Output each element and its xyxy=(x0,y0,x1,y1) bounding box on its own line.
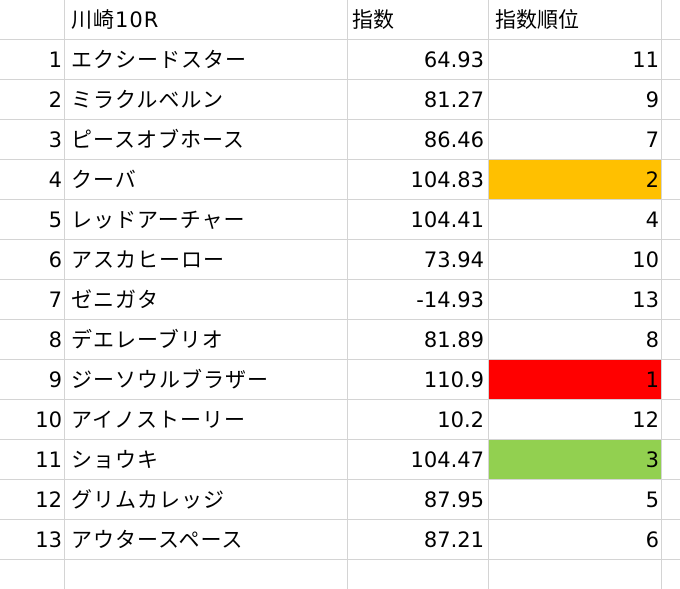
empty-cell[interactable] xyxy=(662,360,680,399)
horse-name-cell[interactable]: グリムカレッジ xyxy=(71,488,225,512)
table-row: 12 グリムカレッジ 87.95 5 xyxy=(0,480,680,520)
row-number-cell[interactable]: 3 xyxy=(48,128,62,152)
horse-name-cell[interactable]: ピースオブホース xyxy=(71,128,245,152)
horse-name-cell[interactable]: クーバ xyxy=(71,168,137,192)
index-rank-cell[interactable]: 6 xyxy=(645,528,659,552)
empty-cell[interactable] xyxy=(489,560,661,589)
row-number-cell[interactable]: 6 xyxy=(48,248,62,272)
table-row: 9 ジーソウルブラザー 110.9 1 xyxy=(0,360,680,400)
horse-name-cell[interactable]: アスカヒーロー xyxy=(71,248,225,272)
horse-name-cell[interactable]: ゼニガタ xyxy=(71,288,159,312)
index-value-cell[interactable]: 64.93 xyxy=(423,48,484,72)
empty-cell[interactable] xyxy=(662,240,680,279)
row-number-cell[interactable]: 1 xyxy=(48,48,62,72)
empty-cell[interactable] xyxy=(662,160,680,199)
empty-cell[interactable] xyxy=(662,400,680,439)
empty-cell[interactable] xyxy=(662,520,680,559)
table-row: 2 ミラクルベルン 81.27 9 xyxy=(0,80,680,120)
header-row: 川崎10R 指数 指数順位 xyxy=(0,0,680,40)
index-value-cell[interactable]: 10.2 xyxy=(437,408,484,432)
index-rank-cell[interactable]: 5 xyxy=(645,488,659,512)
index-rank-cell[interactable]: 3 xyxy=(489,440,661,479)
empty-cell[interactable] xyxy=(662,200,680,239)
column-divider xyxy=(488,0,489,589)
index-rank-cell[interactable]: 12 xyxy=(632,408,659,432)
empty-cell[interactable] xyxy=(662,280,680,319)
header-race-cell[interactable]: 川崎10R xyxy=(71,8,160,32)
column-divider xyxy=(347,0,348,589)
row-number-cell[interactable]: 12 xyxy=(35,488,62,512)
horse-name-cell[interactable]: アイノストーリー xyxy=(71,408,246,432)
header-rank-cell[interactable]: 指数順位 xyxy=(495,8,579,32)
empty-cell[interactable] xyxy=(662,320,680,359)
table-row: 7 ゼニガタ -14.93 13 xyxy=(0,280,680,320)
horse-name-cell[interactable]: デエレーブリオ xyxy=(71,328,224,352)
empty-cell[interactable] xyxy=(662,480,680,519)
empty-cell[interactable] xyxy=(662,80,680,119)
horse-name-cell[interactable]: ミラクルベルン xyxy=(71,88,224,112)
table-row: 4 クーバ 104.83 2 xyxy=(0,160,680,200)
index-rank-cell[interactable]: 4 xyxy=(645,208,659,232)
index-value-cell[interactable]: 81.89 xyxy=(423,328,484,352)
empty-cell[interactable] xyxy=(348,560,488,589)
index-value-cell[interactable]: 87.95 xyxy=(423,488,484,512)
row-number-cell[interactable]: 4 xyxy=(48,168,62,192)
index-rank-cell[interactable]: 2 xyxy=(489,160,661,199)
index-value-cell[interactable]: 104.83 xyxy=(410,168,484,192)
empty-cell[interactable] xyxy=(662,120,680,159)
index-rank-cell[interactable]: 1 xyxy=(489,360,661,399)
index-value-cell[interactable]: -14.93 xyxy=(416,288,484,312)
index-value-cell[interactable]: 104.47 xyxy=(410,448,484,472)
row-number-cell[interactable]: 5 xyxy=(48,208,62,232)
index-value-cell[interactable]: 73.94 xyxy=(423,248,484,272)
row-number-cell[interactable]: 10 xyxy=(35,408,62,432)
row-number-cell[interactable]: 2 xyxy=(48,88,62,112)
table-row: 5 レッドアーチャー 104.41 4 xyxy=(0,200,680,240)
index-value-cell[interactable]: 86.46 xyxy=(423,128,484,152)
column-divider xyxy=(661,0,662,589)
row-number-cell[interactable]: 7 xyxy=(48,288,62,312)
table-row: 13 アウタースペース 87.21 6 xyxy=(0,520,680,560)
index-rank-cell[interactable]: 13 xyxy=(632,288,659,312)
horse-name-cell[interactable]: アウタースペース xyxy=(71,528,244,552)
index-rank-cell[interactable]: 9 xyxy=(645,88,659,112)
index-rank-cell[interactable]: 8 xyxy=(645,328,659,352)
index-rank-cell[interactable]: 7 xyxy=(645,128,659,152)
table-row: 8 デエレーブリオ 81.89 8 xyxy=(0,320,680,360)
table-row: 11 ショウキ 104.47 3 xyxy=(0,440,680,480)
horse-name-cell[interactable]: ジーソウルブラザー xyxy=(71,368,269,392)
row-number-cell[interactable]: 13 xyxy=(35,528,62,552)
empty-cell[interactable] xyxy=(0,560,64,589)
header-number-cell[interactable] xyxy=(0,0,64,39)
table-row: 6 アスカヒーロー 73.94 10 xyxy=(0,240,680,280)
empty-cell[interactable] xyxy=(662,0,680,39)
row-number-cell[interactable]: 9 xyxy=(48,368,62,392)
index-value-cell[interactable]: 110.9 xyxy=(423,368,484,392)
horse-name-cell[interactable]: レッドアーチャー xyxy=(71,208,246,232)
empty-cell[interactable] xyxy=(662,40,680,79)
table-row: 10 アイノストーリー 10.2 12 xyxy=(0,400,680,440)
index-value-cell[interactable]: 104.41 xyxy=(410,208,484,232)
index-value-cell[interactable]: 81.27 xyxy=(423,88,484,112)
horse-name-cell[interactable]: ショウキ xyxy=(71,448,159,472)
empty-row xyxy=(0,560,680,589)
index-rank-cell[interactable]: 10 xyxy=(632,248,659,272)
table-row: 3 ピースオブホース 86.46 7 xyxy=(0,120,680,160)
row-number-cell[interactable]: 8 xyxy=(48,328,62,352)
horse-name-cell[interactable]: エクシードスター xyxy=(71,48,247,72)
column-divider xyxy=(64,0,65,589)
header-index-cell[interactable]: 指数 xyxy=(352,8,394,32)
empty-cell[interactable] xyxy=(662,440,680,479)
row-number-cell[interactable]: 11 xyxy=(35,448,62,472)
table-row: 1 エクシードスター 64.93 11 xyxy=(0,40,680,80)
index-rank-cell[interactable]: 11 xyxy=(632,48,659,72)
index-value-cell[interactable]: 87.21 xyxy=(423,528,484,552)
empty-cell[interactable] xyxy=(65,560,347,589)
